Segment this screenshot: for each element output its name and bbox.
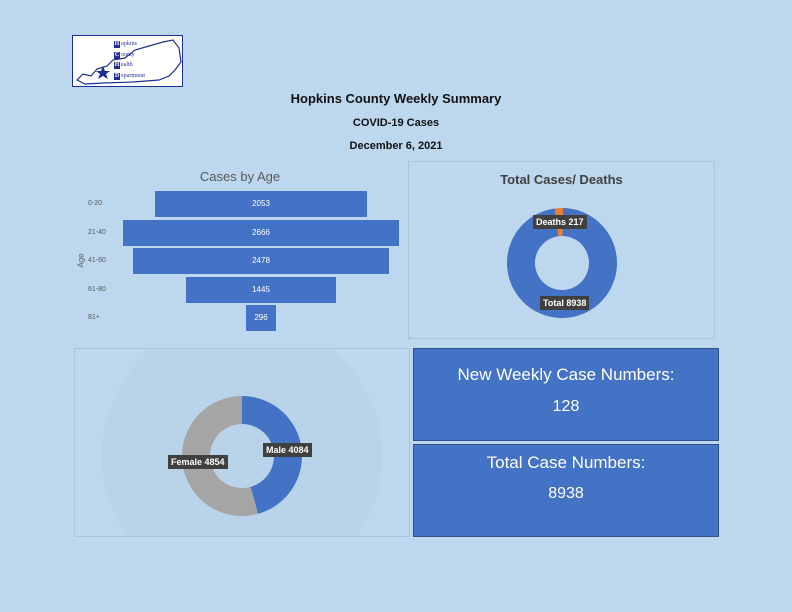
gender-donut-slice-male <box>242 396 303 514</box>
age-axis-title: Age <box>76 253 86 268</box>
age-bar-value-label: 2053 <box>252 199 270 208</box>
male-data-label: Male 4084 <box>263 443 312 457</box>
age-bar-21-40 <box>123 219 399 246</box>
age-bar-value-label: 296 <box>254 313 268 322</box>
kentucky-map-icon <box>75 39 182 85</box>
total-data-label: Total 8938 <box>540 296 590 310</box>
weekly-cases-value: 128 <box>552 398 580 415</box>
gender-panel: Gender Male 4084 Female 4854 <box>74 348 410 537</box>
gender-donut-slice-female <box>182 396 259 516</box>
deaths-data-label: Deaths 217 <box>533 215 587 229</box>
age-category-label: 41-60 <box>88 257 106 264</box>
total-cases-deaths-title: Total Cases/ Deaths <box>500 172 623 187</box>
gender-donut <box>102 349 382 536</box>
age-bar-value-label: 2478 <box>252 256 270 265</box>
age-category-label: 21-40 <box>88 228 106 236</box>
age-chart-title: Cases by Age <box>199 169 281 184</box>
age-bar-81+ <box>245 305 277 331</box>
age-bar-value-label: 1445 <box>252 284 270 294</box>
page-subtitle: COVID-19 Cases <box>352 117 440 129</box>
report-date: December 6, 2021 <box>349 140 443 152</box>
age-category-label: 81+ <box>88 314 100 321</box>
total-cases-deaths-panel: Total Cases/ Deaths Deaths 217 Total 893… <box>408 161 715 339</box>
gender-donut-halo <box>102 349 382 536</box>
age-bar-61-80 <box>186 276 336 303</box>
total-cases-card: Total Case Numbers: 8938 <box>413 444 719 537</box>
total-cases-value: 8938 <box>548 485 584 502</box>
age-bar-value-label: 2666 <box>252 227 270 237</box>
page-title: Hopkins County Weekly Summary <box>290 91 502 106</box>
age-category-label: 61-80 <box>88 285 106 293</box>
total-cases-donut <box>507 208 617 318</box>
age-bar-0-20 <box>154 191 368 217</box>
age-bar-41-60 <box>132 248 390 274</box>
total-donut-slice-total <box>507 208 617 318</box>
female-data-label: Female 4854 <box>168 455 228 469</box>
weekly-cases-card: New Weekly Case Numbers: 128 <box>413 348 719 441</box>
total-cases-label: Total Case Numbers: <box>486 453 646 472</box>
age-category-label: 0-20 <box>88 200 103 207</box>
weekly-cases-label: New Weekly Case Numbers: <box>457 365 675 384</box>
